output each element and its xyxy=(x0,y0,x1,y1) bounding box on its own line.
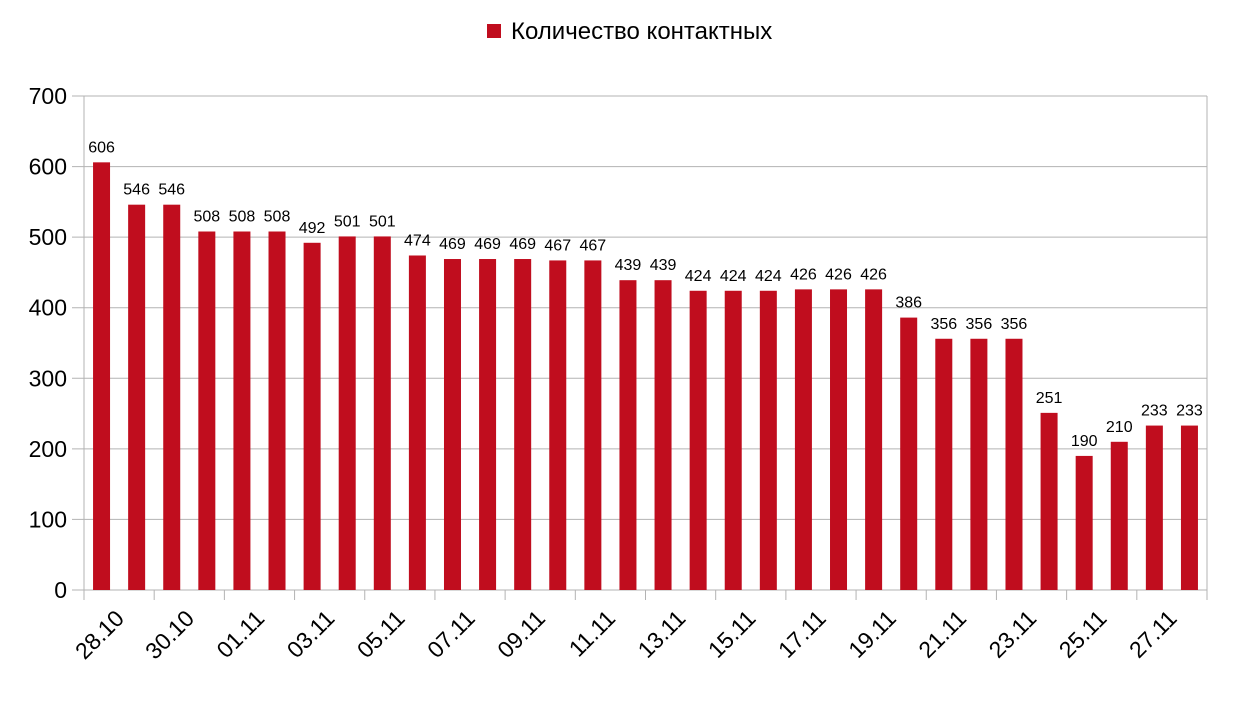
data-label: 426 xyxy=(860,266,887,283)
x-tick-label: 13.11 xyxy=(633,605,691,663)
bar xyxy=(830,289,848,590)
gridlines xyxy=(72,95,1208,600)
data-label: 469 xyxy=(439,236,466,253)
y-tick-label: 600 xyxy=(29,154,67,180)
data-label: 424 xyxy=(720,268,747,285)
bar xyxy=(1180,425,1198,590)
data-label: 233 xyxy=(1141,403,1168,420)
bar xyxy=(514,259,532,590)
x-tick-label: 30.10 xyxy=(140,605,199,664)
data-label: 546 xyxy=(123,182,150,199)
x-tick-label: 17.11 xyxy=(773,605,831,663)
bar xyxy=(689,290,707,590)
y-tick-label: 0 xyxy=(54,577,67,603)
data-label: 474 xyxy=(404,232,431,249)
bar xyxy=(584,260,602,590)
x-tick-label: 01.11 xyxy=(211,605,269,663)
bar xyxy=(1005,338,1023,590)
x-tick-label: 09.11 xyxy=(492,605,550,663)
y-tick-label: 700 xyxy=(29,83,67,109)
data-label: 233 xyxy=(1176,403,1203,420)
bar xyxy=(1145,425,1163,590)
x-tick-label: 05.11 xyxy=(352,605,410,663)
y-tick-label: 100 xyxy=(29,506,67,532)
bar xyxy=(1040,412,1058,590)
data-label: 606 xyxy=(88,139,115,156)
legend: Количество контактных xyxy=(487,18,772,45)
bar xyxy=(759,290,777,590)
bar xyxy=(268,231,286,591)
data-label: 426 xyxy=(790,266,817,283)
data-label: 492 xyxy=(299,220,326,237)
data-label: 469 xyxy=(509,236,536,253)
bar xyxy=(93,162,111,590)
x-tick-label: 07.11 xyxy=(422,605,480,663)
x-tick-label: 23.11 xyxy=(984,605,1042,663)
bar xyxy=(128,204,146,590)
bar xyxy=(1110,441,1128,590)
bar xyxy=(373,236,391,591)
data-label: 508 xyxy=(229,208,256,225)
bar xyxy=(233,231,251,591)
data-label: 546 xyxy=(158,182,185,199)
data-label: 426 xyxy=(825,266,852,283)
bar xyxy=(198,231,216,591)
x-tick-label: 25.11 xyxy=(1054,605,1112,663)
data-label: 356 xyxy=(966,316,993,333)
data-label: 501 xyxy=(334,213,361,230)
x-tick-label: 21.11 xyxy=(913,605,971,663)
bar xyxy=(443,259,461,590)
bar xyxy=(654,280,672,590)
data-label: 210 xyxy=(1106,419,1133,436)
x-axis-ticks: 28.10 30.10 01.11 03.11 05.11 07.11 09.11 11.11… xyxy=(70,605,1182,664)
data-labels: 606 546 546 508 508 508 492 501 501 474 469 469 469 4… xyxy=(88,139,1203,450)
bar xyxy=(970,338,988,590)
data-label: 467 xyxy=(580,237,607,254)
x-tick-label: 28.10 xyxy=(70,605,129,664)
y-tick-label: 400 xyxy=(29,295,67,321)
x-tick-label: 27.11 xyxy=(1124,605,1182,663)
data-label: 508 xyxy=(264,208,291,225)
data-label: 424 xyxy=(685,268,712,285)
data-label: 508 xyxy=(193,208,220,225)
bar xyxy=(619,280,637,590)
data-label: 439 xyxy=(650,257,677,274)
y-tick-label: 200 xyxy=(29,436,67,462)
data-label: 386 xyxy=(895,295,922,312)
data-label: 190 xyxy=(1071,433,1098,450)
bars xyxy=(93,162,1198,591)
x-tick-label: 15.11 xyxy=(703,605,761,663)
y-tick-label: 500 xyxy=(29,224,67,250)
bar xyxy=(794,289,812,590)
bar xyxy=(865,289,883,590)
bar xyxy=(408,255,426,590)
data-label: 356 xyxy=(930,316,957,333)
data-label: 251 xyxy=(1036,390,1063,407)
bar xyxy=(338,236,356,591)
bar xyxy=(163,204,181,590)
y-axis-ticks: 0 100 200 300 400 500 600 700 xyxy=(29,83,67,603)
bar xyxy=(479,259,497,590)
x-tick-label: 11.11 xyxy=(564,605,621,662)
bar xyxy=(1075,455,1093,590)
x-tick-label: 03.11 xyxy=(282,605,340,663)
bar xyxy=(724,290,742,590)
data-label: 469 xyxy=(474,236,501,253)
bar xyxy=(549,260,567,590)
x-tick-label: 19.11 xyxy=(843,605,901,663)
data-label: 439 xyxy=(615,257,642,274)
data-label: 356 xyxy=(1001,316,1028,333)
bar xyxy=(303,242,321,590)
data-label: 424 xyxy=(755,268,782,285)
data-label: 501 xyxy=(369,213,396,230)
legend-label: Количество контактных xyxy=(511,18,772,45)
y-tick-label: 300 xyxy=(29,365,67,391)
data-label: 467 xyxy=(544,237,571,254)
bar xyxy=(900,317,918,590)
legend-swatch xyxy=(487,24,501,38)
bar xyxy=(935,338,953,590)
